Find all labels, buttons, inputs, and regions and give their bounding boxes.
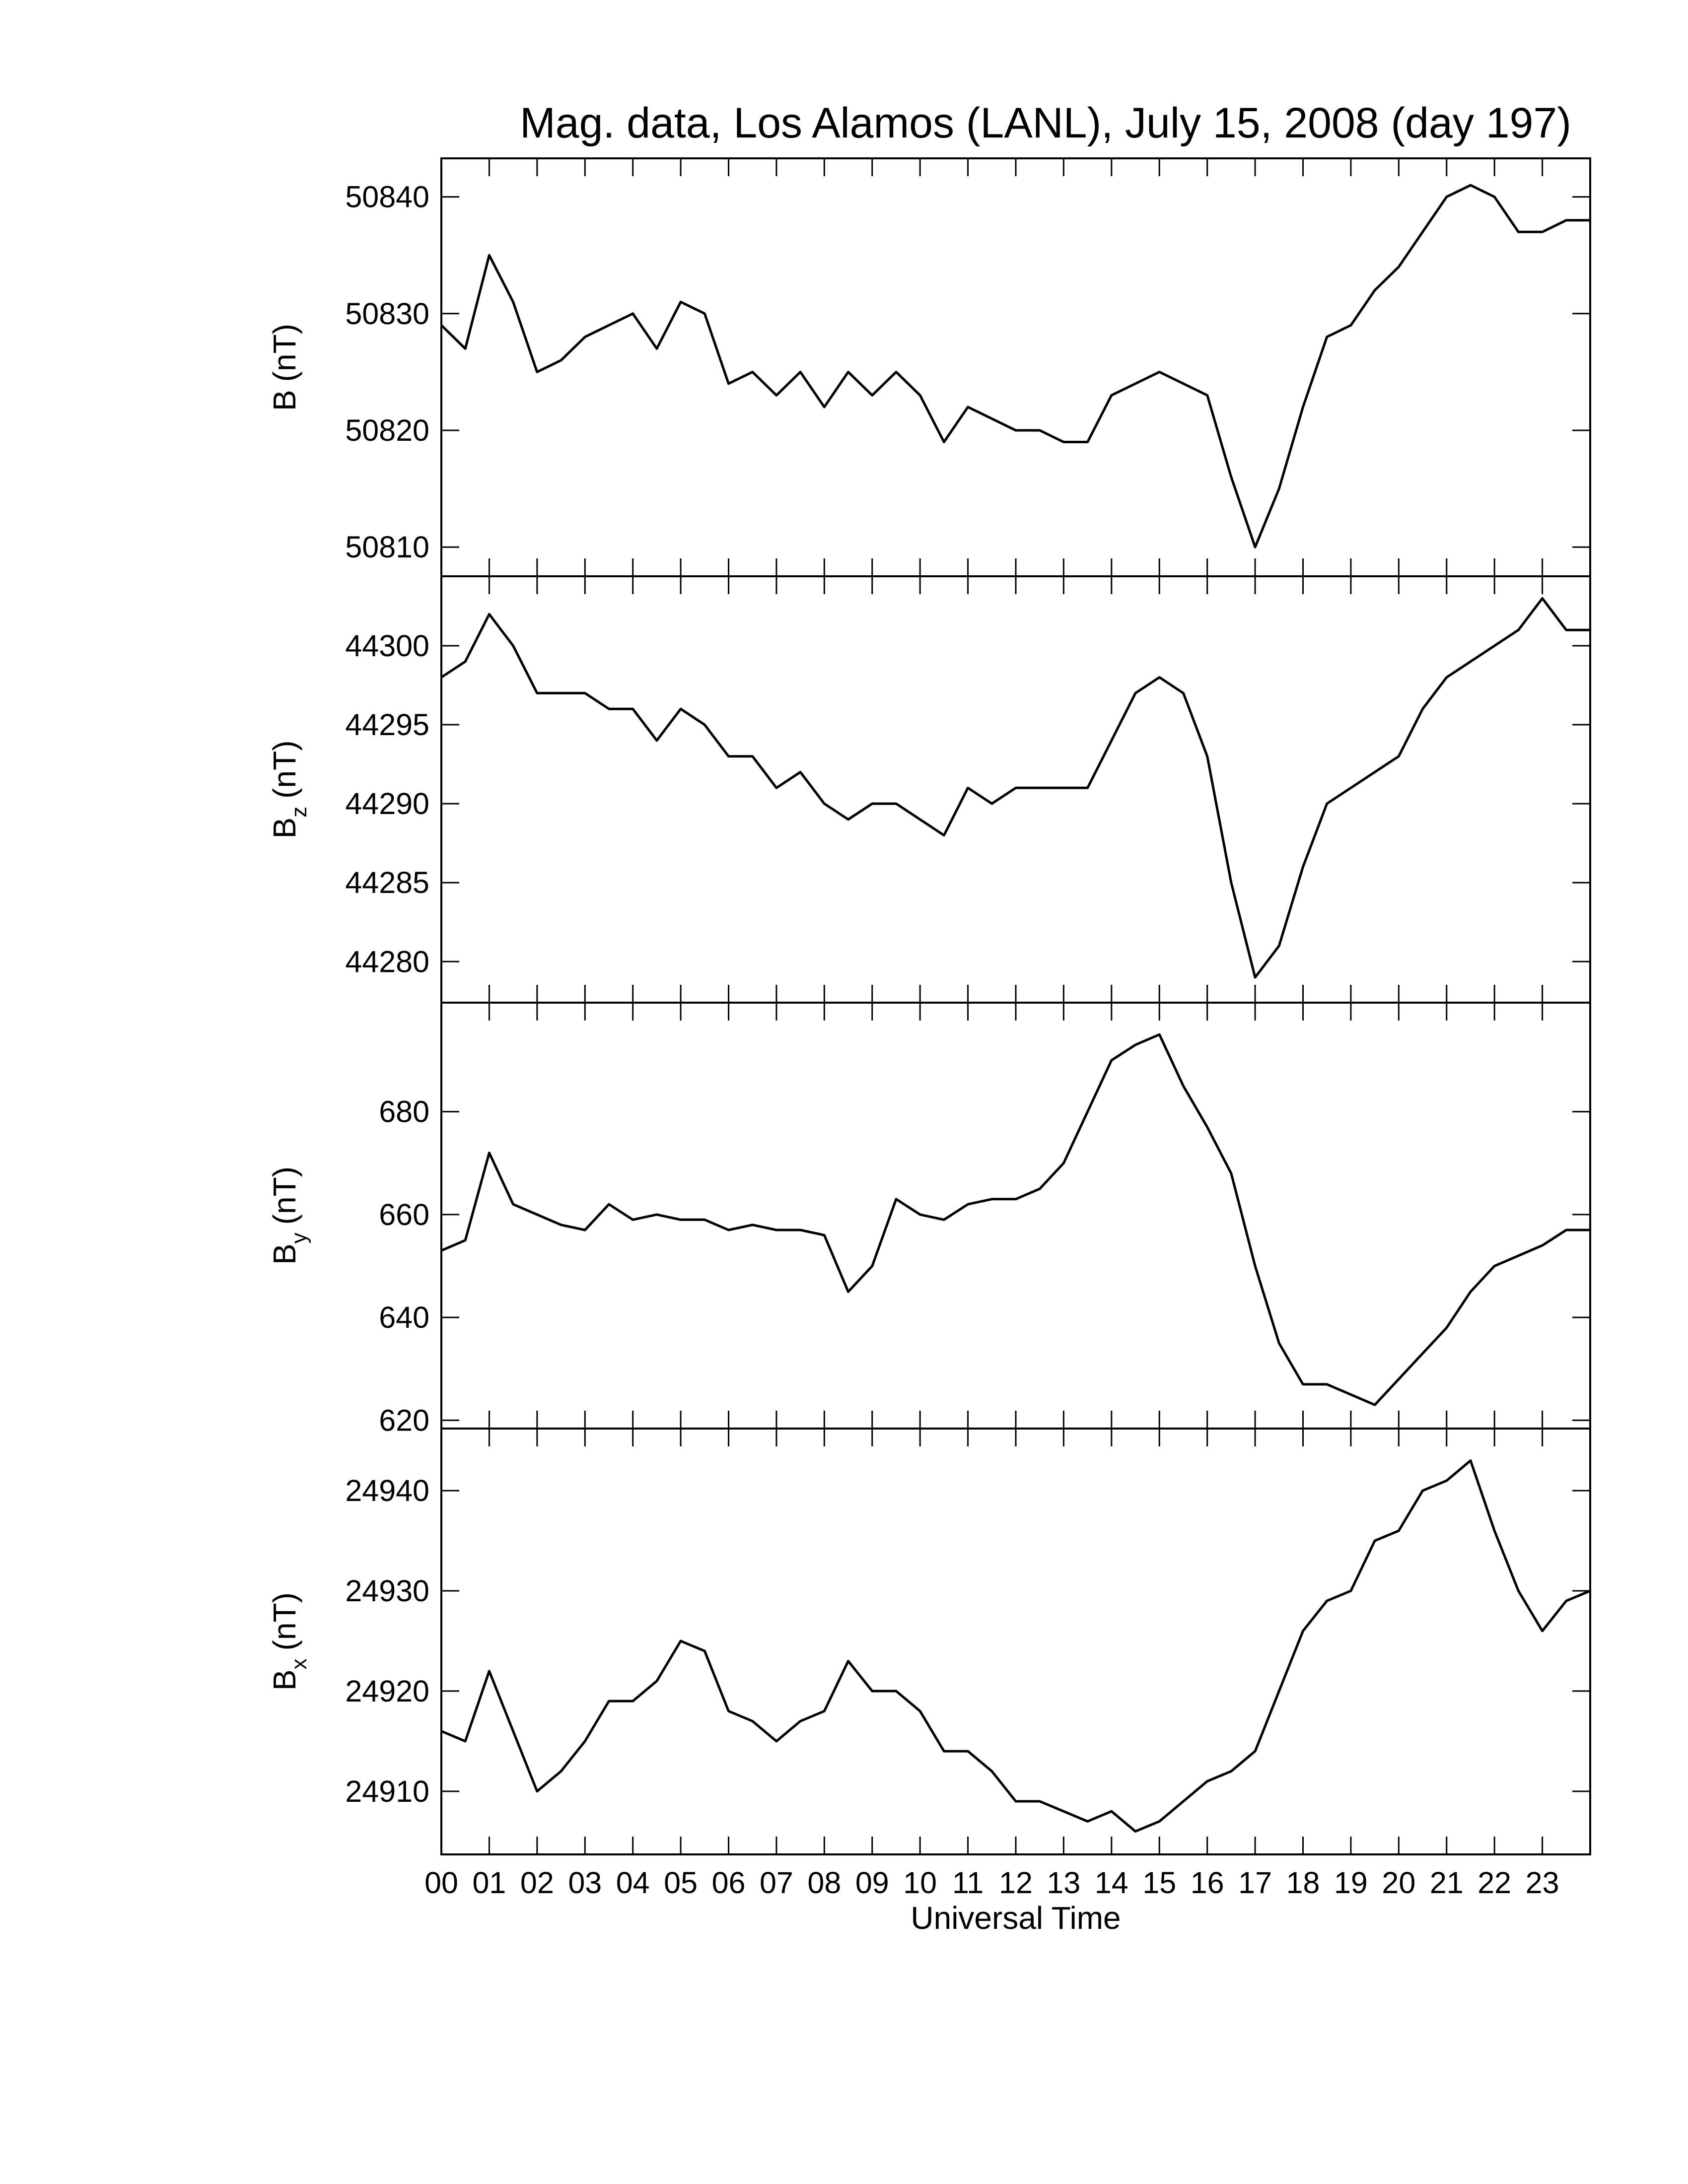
y-axis-label-unit: (nT) [267,1166,302,1225]
y-axis-label-symbol: B [267,390,302,411]
y-axis-label-subscript: z [287,807,311,818]
y-tick-label: 660 [379,1198,429,1231]
x-tick-label: 02 [520,1866,554,1900]
y-axis-label: B (nT) [267,324,302,411]
y-axis-label-subscript: y [287,1232,311,1243]
x-tick-label: 15 [1142,1866,1176,1900]
x-tick-label: 08 [807,1866,841,1900]
x-tick-label: 17 [1238,1866,1272,1900]
plot-frame [440,575,1591,1004]
y-axis-label: Bx (nT) [267,1592,311,1691]
y-axis-label: Bz (nT) [267,741,311,839]
x-tick-label: 01 [472,1866,506,1900]
x-tick-label: 00 [424,1866,458,1900]
x-tick-label: 07 [760,1866,793,1900]
y-tick-label: 24940 [345,1474,429,1507]
y-axis-label: By (nT) [267,1166,311,1265]
y-tick-label: 680 [379,1095,429,1129]
x-tick-label: 12 [999,1866,1033,1900]
x-tick-label: 13 [1047,1866,1080,1900]
x-tick-label: 14 [1095,1866,1128,1900]
y-tick-label: 24930 [345,1574,429,1608]
x-tick-label: 20 [1382,1866,1415,1900]
y-axis-label-unit: (nT) [267,324,302,382]
x-tick-label: 23 [1526,1866,1559,1900]
y-tick-label: 50810 [345,530,429,564]
data-line [440,184,1590,548]
y-axis-label-symbol: B [267,818,302,839]
y-tick-label: 44300 [345,629,429,663]
y-axis-label-symbol: B [267,1243,302,1265]
x-tick-label: 10 [903,1866,937,1900]
x-tick-label: 03 [568,1866,602,1900]
y-axis-label-unit: (nT) [267,741,302,799]
x-axis-label: Universal Time [911,1900,1121,1936]
x-tick-label: 16 [1191,1866,1224,1900]
x-tick-label: 22 [1477,1866,1511,1900]
y-tick-label: 24920 [345,1674,429,1708]
x-tick-label: 04 [616,1866,650,1900]
x-tick-label: 06 [712,1866,746,1900]
x-tick-label: 19 [1334,1866,1368,1900]
plot-frame [440,157,1591,577]
y-tick-label: 44290 [345,787,429,820]
chart-title: Mag. data, Los Alamos (LANL), July 15, 2… [520,99,1571,147]
y-axis-label-symbol: B [267,1669,302,1691]
x-tick-label: 21 [1430,1866,1464,1900]
y-tick-label: 50840 [345,180,429,214]
y-tick-label: 620 [379,1403,429,1437]
x-tick-label: 18 [1286,1866,1320,1900]
x-tick-label: 05 [664,1866,698,1900]
y-tick-label: 640 [379,1300,429,1334]
y-tick-label: 44285 [345,866,429,899]
x-tick-label: 11 [952,1866,984,1900]
data-line [441,1459,1591,1833]
y-tick-label: 24910 [345,1774,429,1808]
y-tick-label: 50820 [345,413,429,447]
plot-frame [440,1428,1591,1855]
y-tick-label: 44280 [345,945,429,978]
plot-frame [440,1002,1591,1430]
y-tick-label: 50830 [345,297,429,331]
data-line [441,1033,1590,1406]
x-tick-label: 09 [855,1866,889,1900]
y-axis-label-unit: (nT) [267,1592,302,1650]
y-axis-label-subscript: x [287,1658,311,1669]
y-tick-label: 44295 [345,708,429,742]
data-line [440,597,1590,979]
